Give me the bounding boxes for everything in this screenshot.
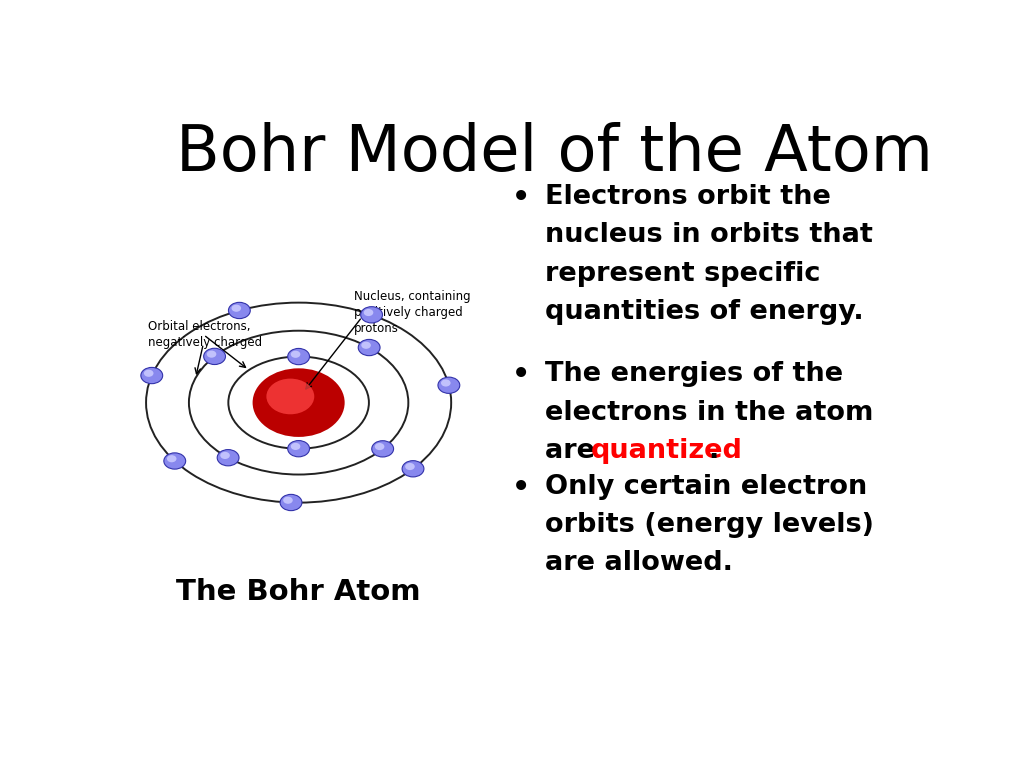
Text: •: • (512, 361, 530, 389)
Circle shape (372, 441, 393, 457)
Text: electrons in the atom: electrons in the atom (545, 399, 873, 425)
Circle shape (217, 449, 239, 466)
Circle shape (207, 350, 216, 358)
Circle shape (164, 453, 185, 469)
Circle shape (364, 309, 374, 316)
Circle shape (253, 369, 345, 437)
Circle shape (228, 303, 250, 319)
Text: Bohr Model of the Atom: Bohr Model of the Atom (176, 121, 933, 184)
Circle shape (284, 497, 293, 504)
Text: The Bohr Atom: The Bohr Atom (176, 578, 421, 606)
Circle shape (358, 339, 380, 356)
Text: represent specific: represent specific (545, 260, 820, 286)
Circle shape (281, 495, 302, 511)
Circle shape (288, 349, 309, 365)
Text: Electrons orbit the: Electrons orbit the (545, 184, 830, 210)
Circle shape (141, 367, 163, 384)
Text: Orbital electrons,
negatively charged: Orbital electrons, negatively charged (147, 319, 262, 349)
Text: orbits (energy levels): orbits (energy levels) (545, 512, 873, 538)
Circle shape (144, 369, 154, 377)
Text: •: • (512, 184, 530, 212)
Circle shape (220, 452, 229, 459)
Text: The energies of the: The energies of the (545, 361, 843, 387)
Circle shape (438, 377, 460, 393)
Circle shape (361, 342, 371, 349)
Circle shape (204, 348, 225, 365)
Circle shape (441, 379, 451, 386)
Text: Only certain electron: Only certain electron (545, 474, 867, 500)
Circle shape (231, 305, 241, 312)
Circle shape (291, 351, 300, 358)
Text: are: are (545, 438, 604, 464)
Circle shape (291, 443, 300, 450)
Text: .: . (709, 438, 719, 464)
Text: are allowed.: are allowed. (545, 551, 732, 577)
Circle shape (406, 463, 415, 470)
Circle shape (360, 306, 383, 323)
Text: •: • (512, 474, 530, 502)
Circle shape (375, 443, 384, 450)
Text: nucleus in orbits that: nucleus in orbits that (545, 222, 872, 248)
Circle shape (288, 441, 309, 457)
Circle shape (266, 379, 314, 414)
Circle shape (167, 455, 176, 462)
Text: quantities of energy.: quantities of energy. (545, 300, 863, 325)
Circle shape (402, 461, 424, 477)
Text: Nucleus, containing
positively charged
protons: Nucleus, containing positively charged p… (354, 290, 471, 336)
Text: quantized: quantized (591, 438, 742, 464)
